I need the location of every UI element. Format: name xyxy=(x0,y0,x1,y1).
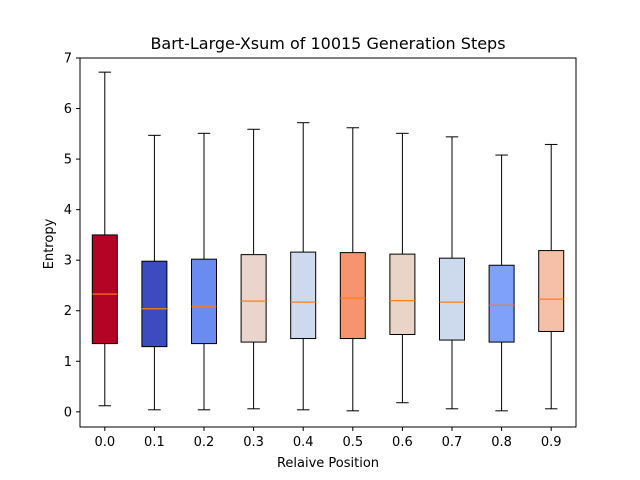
plot-frame xyxy=(79,57,577,428)
box-0.8 xyxy=(488,264,515,343)
chart-title: Bart-Large-Xsum of 10015 Generation Step… xyxy=(150,34,505,53)
y-tick-label: 3 xyxy=(64,254,72,269)
y-tick-label: 5 xyxy=(64,153,72,168)
y-tick-label: 6 xyxy=(64,102,72,117)
x-tick-label: 0.4 xyxy=(293,435,314,450)
box-0.0 xyxy=(91,234,118,345)
x-tick-label: 0.5 xyxy=(342,435,363,450)
x-axis-label: Relaive Position xyxy=(277,456,379,471)
y-tick-label: 7 xyxy=(64,52,72,67)
plot-area: 0 1 2 3 4 5 6 7 0.0 0.1 0.2 0.3 0.4 0.5 0.6 0.7 0.8 0.9 xyxy=(64,52,577,450)
x-tick-label: 0.6 xyxy=(392,435,413,450)
y-tick-label: 2 xyxy=(64,304,72,319)
box-0.7 xyxy=(439,257,465,341)
x-tick-label: 0.1 xyxy=(144,435,165,450)
box-0.4 xyxy=(290,251,317,340)
x-tick-label: 0.9 xyxy=(541,435,562,450)
x-tick-label: 0.0 xyxy=(94,435,115,450)
x-tick-label: 0.8 xyxy=(491,435,512,450)
box-0.1 xyxy=(141,260,168,348)
box-0.3 xyxy=(240,254,267,343)
x-tick-label: 0.3 xyxy=(243,435,264,450)
y-tick-label: 1 xyxy=(64,355,72,370)
box-0.9 xyxy=(538,250,565,332)
y-axis-label: Entropy xyxy=(42,218,57,269)
x-tick-label: 0.2 xyxy=(194,435,215,450)
box-0.2 xyxy=(191,258,217,345)
box-0.6 xyxy=(389,253,416,335)
x-tick-label: 0.7 xyxy=(442,435,463,450)
box-0.5 xyxy=(339,252,366,340)
y-tick-label: 4 xyxy=(64,203,72,218)
y-tick-label: 0 xyxy=(64,405,72,420)
